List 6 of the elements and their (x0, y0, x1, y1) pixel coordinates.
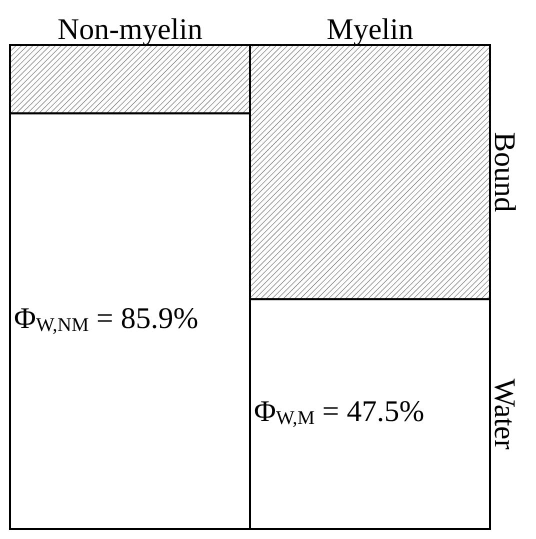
data-label: Φ$_{W,NM}$ = 85.9% (14, 302, 198, 337)
x-tick-label: Non-myelin (58, 13, 202, 46)
text: Water (488, 378, 522, 450)
text: Bound (488, 132, 522, 212)
data-label: Φ$_{W,M}$ = 47.5% (254, 394, 424, 430)
x-tick-label: Myelin (326, 13, 414, 46)
